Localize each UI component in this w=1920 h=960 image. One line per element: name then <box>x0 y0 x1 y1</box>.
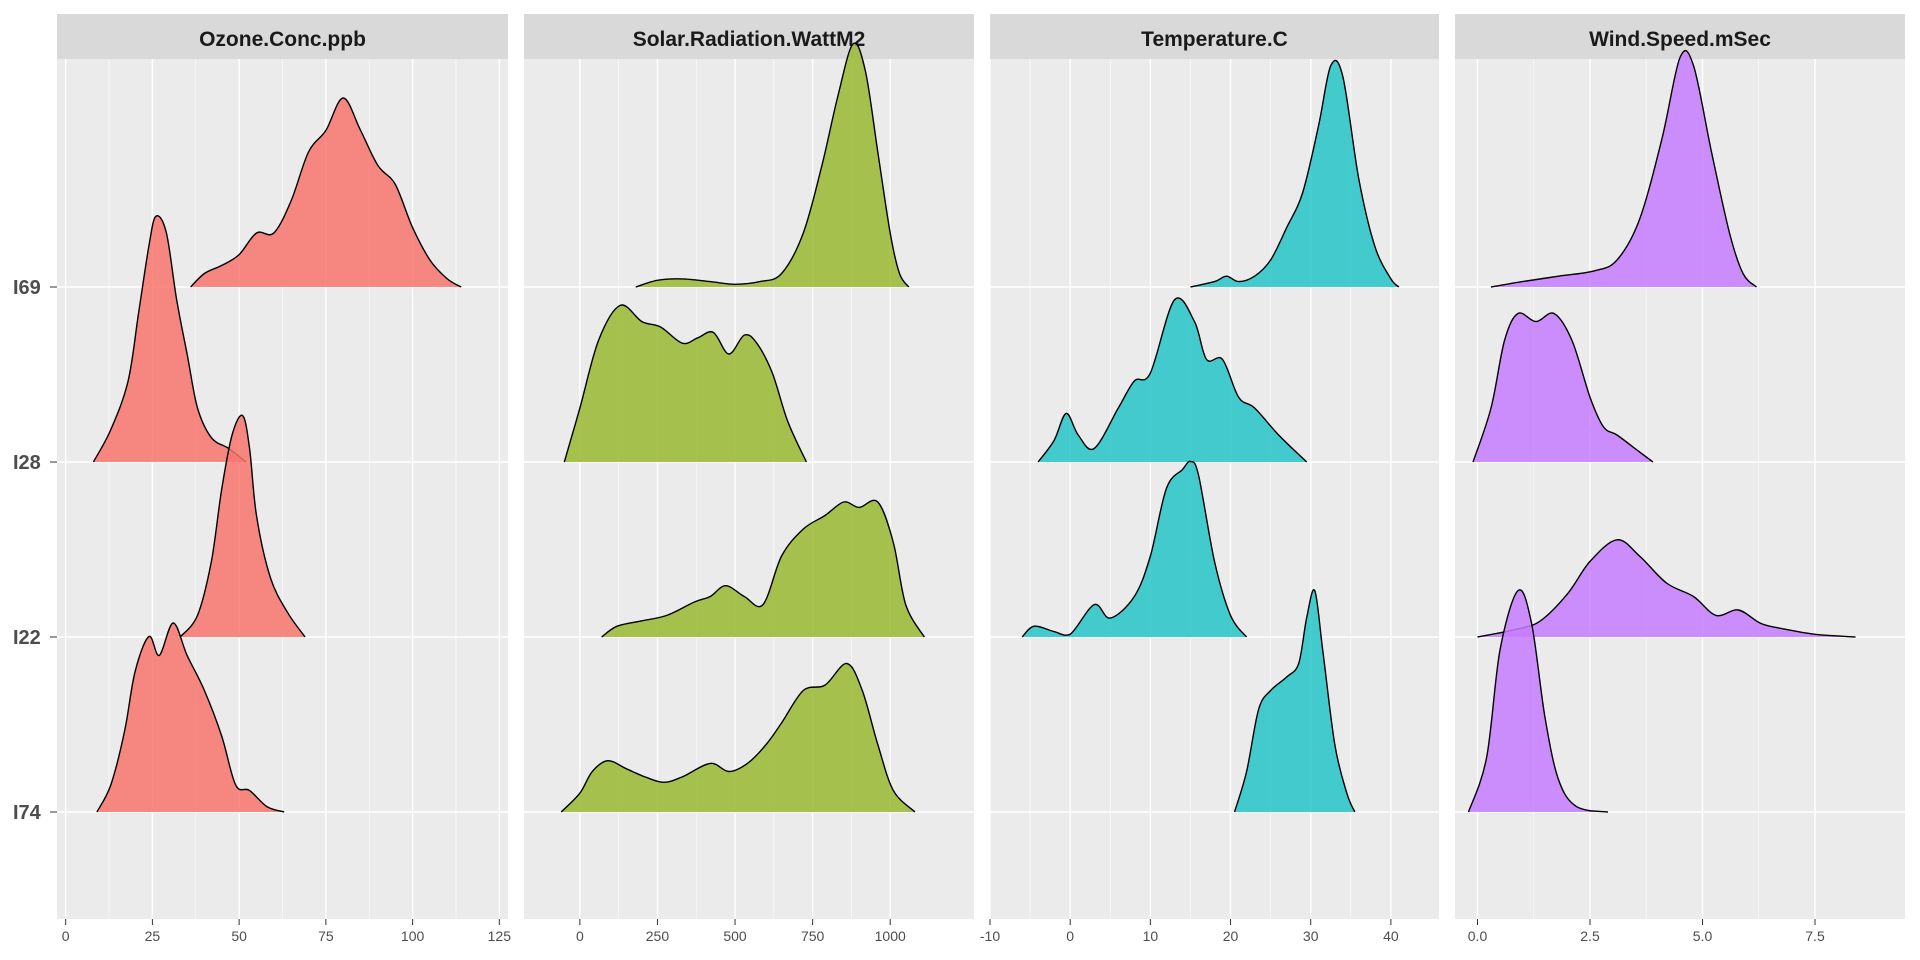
ridge-outline-i74 <box>560 662 916 813</box>
x-tick-label: 125 <box>488 928 512 944</box>
x-tick-label: 750 <box>801 928 825 944</box>
ridge-fill-i28 <box>93 215 247 462</box>
facet-title: Ozone.Conc.ppb <box>199 28 366 51</box>
facet-title: Solar.Radiation.WattM2 <box>633 28 866 51</box>
ridge-fill-i69 <box>1491 50 1757 287</box>
ridge-outline-i69 <box>1190 59 1400 288</box>
panel-background <box>990 59 1439 919</box>
x-tick-label: -10 <box>980 928 1000 944</box>
ridge-fill-i74 <box>561 663 915 812</box>
ridge-fill-i69 <box>635 43 909 287</box>
ridge-outline-i74 <box>1233 589 1356 813</box>
ridge-fill-i69 <box>190 98 462 287</box>
x-tick-label: 25 <box>145 928 161 944</box>
ridge-fill-i22 <box>1022 461 1247 637</box>
ridge-outline-i74 <box>96 622 285 813</box>
ridge-outline-i22 <box>1477 539 1856 638</box>
row-label-i74: I74 <box>13 802 42 824</box>
x-tick-label: 5.0 <box>1693 928 1713 944</box>
facet-title: Wind.Speed.mSec <box>1589 28 1771 51</box>
x-tick-label: 250 <box>646 928 670 944</box>
facet-panel-0: Ozone.Conc.ppb 0 25 50 75 100 125 <box>57 14 511 944</box>
x-tick-label: 100 <box>401 928 425 944</box>
facet-panel-1: Solar.Radiation.WattM2 0 250 500 750 1000 <box>524 14 974 944</box>
ridge-fill-i28 <box>1473 312 1653 462</box>
x-tick-label: 0 <box>576 928 584 944</box>
facet-panel-2: Temperature.C -10 0 10 20 30 40 <box>980 14 1439 944</box>
ridge-outline-i69 <box>1490 49 1757 288</box>
ridge-outline-i69 <box>190 97 462 288</box>
ridge-outline-i22 <box>179 414 306 638</box>
x-tick-label: 50 <box>231 928 247 944</box>
x-tick-label: 30 <box>1303 928 1319 944</box>
facet-strip <box>524 14 974 59</box>
x-tick-label: 0 <box>1066 928 1074 944</box>
ridge-fill-i74 <box>1234 589 1355 812</box>
row-label-i22: I22 <box>13 627 41 649</box>
ridge-outline-i28 <box>563 304 808 463</box>
ridge-outline-i28 <box>1037 297 1308 463</box>
x-tick-label: 0.0 <box>1468 928 1488 944</box>
x-tick-label: 2.5 <box>1580 928 1600 944</box>
ridge-fill-i74 <box>1468 589 1608 812</box>
ridge-fill-i69 <box>1190 60 1399 287</box>
ridge-fill-i74 <box>96 623 285 812</box>
x-tick-label: 7.5 <box>1805 928 1825 944</box>
facet-title: Temperature.C <box>1141 28 1288 51</box>
ridge-fill-i22 <box>601 500 925 637</box>
ridge-fill-i22 <box>1477 539 1856 637</box>
facet-strip <box>1455 14 1905 59</box>
facet-strip <box>990 14 1439 59</box>
ridge-outline-i22 <box>1021 460 1248 638</box>
ridge-fill-i28 <box>564 304 807 462</box>
ridge-fill-i22 <box>180 415 306 637</box>
row-label-i69: I69 <box>13 277 41 299</box>
ridge-fill-i28 <box>1038 297 1307 462</box>
x-tick-label: 1000 <box>875 928 906 944</box>
x-tick-label: 0 <box>62 928 70 944</box>
ridge-outline-i28 <box>92 215 247 463</box>
ridge-outline-i74 <box>1467 589 1609 813</box>
x-tick-label: 75 <box>318 928 334 944</box>
x-tick-label: 40 <box>1383 928 1399 944</box>
ridge-outline-i28 <box>1472 312 1654 463</box>
facet-strip <box>57 14 508 59</box>
facet-panel-3: Wind.Speed.mSec 0.0 2.5 5.0 7.5 <box>1455 14 1905 944</box>
ridge-outline-i22 <box>601 499 925 638</box>
row-label-i28: I28 <box>13 452 41 474</box>
x-tick-label: 10 <box>1143 928 1159 944</box>
ridge-outline-i69 <box>635 42 910 288</box>
x-tick-label: 500 <box>723 928 747 944</box>
x-tick-label: 20 <box>1223 928 1239 944</box>
